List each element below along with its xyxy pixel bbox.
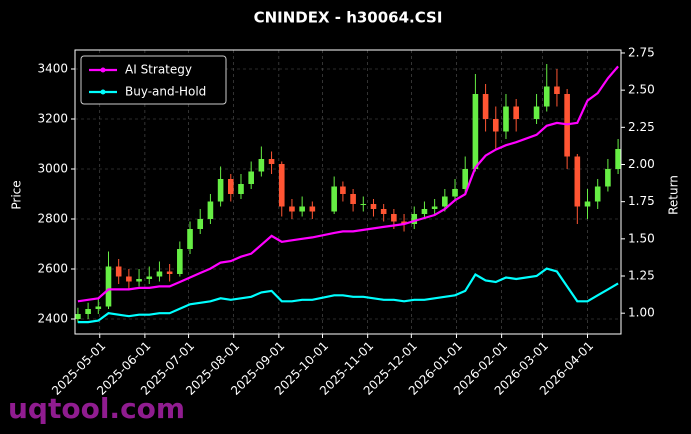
candle-body [309,206,316,212]
candle-body [207,201,214,219]
legend-box [80,55,227,105]
y2-axis-label: Return [667,175,681,215]
candle-body [431,206,438,209]
candle-body [156,271,163,277]
candle-body [442,196,448,207]
candle-body [258,159,265,172]
candle-body [482,94,489,119]
y2-tick-label: 2.50 [628,83,655,97]
legend-label: Buy-and-Hold [125,85,206,99]
candle-body [340,186,346,194]
candle-body [350,194,356,204]
candle-body [331,186,337,212]
y2-tick-label: 1.50 [628,231,655,245]
candle-body [513,106,519,119]
candle-body [472,94,479,169]
candle-body [360,204,367,205]
legend-marker [100,67,106,73]
candle-body [126,276,132,282]
plot-frame [74,49,622,335]
candle-body [605,169,611,187]
candle-body [615,149,621,169]
return-line [77,267,619,324]
candle-body [543,86,550,107]
candle-body [462,169,469,189]
candle-body [238,184,244,194]
y2-tick-label: 1.25 [628,269,655,283]
candle-body [115,266,122,277]
chart-title: CNINDEX - h30064.CSI [254,9,443,27]
watermark: uqtool.com [8,392,185,425]
candle-body [166,271,173,274]
y-axis-label: Price [10,180,24,209]
y-tick-label: 3000 [37,162,68,176]
y-tick-label: 2800 [37,212,68,226]
candle-body [370,204,377,209]
y2-tick-label: 2.75 [628,45,655,59]
y2-tick-label: 2.25 [628,120,655,134]
candle-body [452,189,458,197]
candle-body [503,106,509,132]
candle-body [227,179,234,194]
candle-body [268,159,275,164]
candle-body [177,249,183,274]
legend-label: AI Strategy [125,63,192,77]
candle-body [533,106,540,119]
candle-body [197,219,204,229]
y-tick-label: 3400 [37,62,68,76]
candle-body [421,209,428,214]
legend-marker [100,89,106,95]
candle-body [217,179,224,202]
y-tick-label: 2400 [37,312,68,326]
candle-body [401,221,407,224]
candle-body [136,279,142,282]
return-line [77,65,619,303]
candle-body [554,86,560,94]
candle-body [248,171,254,184]
y2-tick-label: 1.00 [628,306,655,320]
candle-body [95,306,102,309]
y2-tick-label: 2.00 [628,157,655,171]
candle-body [574,156,581,207]
candle-body [492,119,499,132]
candle-body [289,206,295,212]
candle-body [411,214,418,224]
y-tick-label: 2600 [37,262,68,276]
candle-body [584,201,591,207]
candle-body [146,276,153,279]
candle-body [594,186,601,202]
candle-body [380,209,387,214]
candle-body [187,229,193,249]
y-tick-label: 3200 [37,112,68,126]
candle-body [278,164,285,207]
candle-body [105,266,112,307]
candle-body [85,309,91,314]
candle-body [391,214,397,222]
candle-body [299,206,305,212]
y2-tick-label: 1.75 [628,194,655,208]
candle-body [75,314,81,319]
